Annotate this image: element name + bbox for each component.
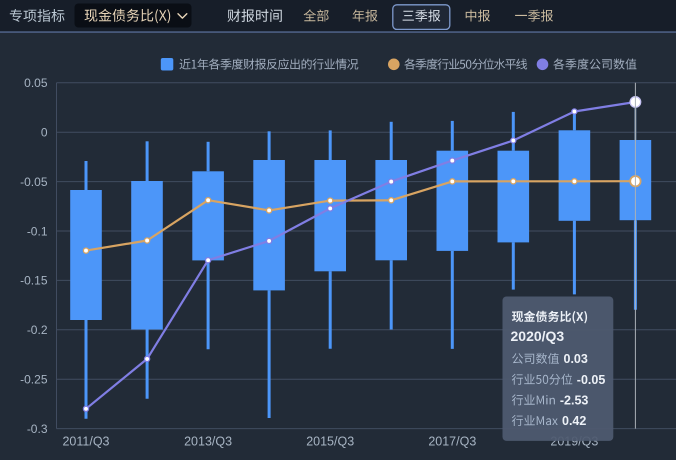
svg-text:2017/Q3: 2017/Q3 (428, 435, 476, 449)
svg-text:0.42: 0.42 (562, 414, 586, 428)
svg-text:-0.2: -0.2 (27, 323, 48, 337)
svg-text:2020/Q3: 2020/Q3 (511, 328, 565, 344)
svg-text:2011/Q3: 2011/Q3 (62, 435, 109, 449)
svg-text:-0.05: -0.05 (577, 373, 606, 387)
svg-text:-0.05: -0.05 (20, 175, 48, 189)
svg-text:-0.1: -0.1 (27, 224, 48, 238)
svg-text:0.05: 0.05 (24, 76, 48, 90)
svg-text:0: 0 (41, 126, 48, 140)
svg-text:-0.15: -0.15 (20, 274, 48, 288)
svg-text:-2.53: -2.53 (560, 393, 589, 407)
svg-text:2015/Q3: 2015/Q3 (306, 435, 354, 449)
svg-text:0.03: 0.03 (564, 352, 588, 366)
svg-text:-0.3: -0.3 (27, 422, 48, 436)
svg-text:2013/Q3: 2013/Q3 (184, 435, 232, 449)
svg-text:-0.25: -0.25 (20, 373, 48, 387)
